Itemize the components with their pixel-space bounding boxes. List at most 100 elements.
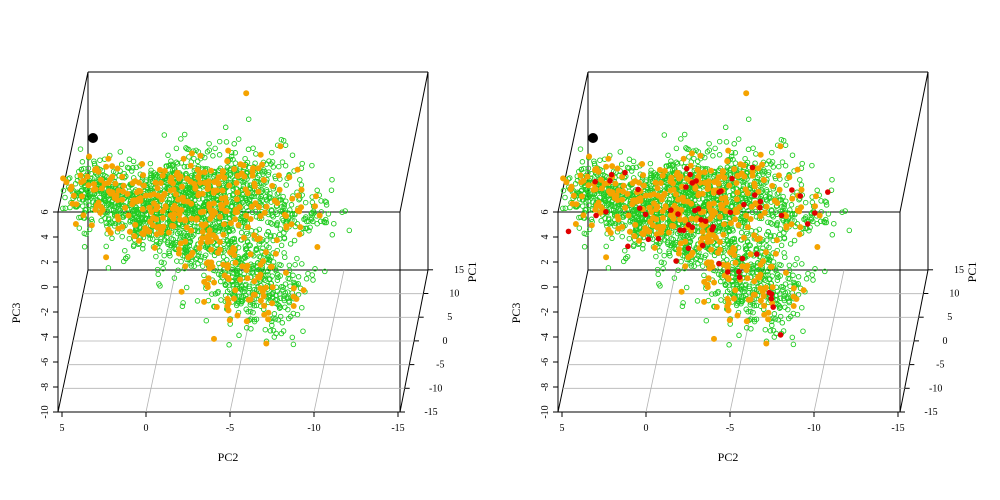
frame-right-diagonal: [399, 71, 429, 213]
data-point: [195, 260, 201, 267]
data-point: [243, 212, 250, 219]
data-point: [615, 225, 622, 232]
data-point: [747, 296, 754, 303]
data-point: [709, 263, 716, 270]
data-point: [761, 209, 768, 216]
data-point: [674, 169, 681, 176]
data-point: [675, 250, 682, 257]
data-point: [759, 161, 766, 168]
data-point: [72, 221, 79, 227]
data-point: [744, 224, 751, 231]
data-point: [698, 217, 704, 223]
data-point: [84, 187, 90, 194]
x-tick-label: 0: [144, 423, 149, 434]
data-point: [289, 334, 296, 341]
data-point: [678, 207, 685, 213]
data-point: [630, 243, 637, 250]
data-point: [256, 253, 263, 260]
data-point: [274, 211, 280, 218]
data-point: [665, 152, 671, 159]
data-point: [86, 202, 92, 208]
data-point: [152, 174, 159, 180]
data-point: [666, 229, 672, 236]
data-point: [769, 322, 775, 329]
data-point: [736, 274, 743, 281]
data-point: [102, 198, 109, 204]
data-point: [566, 175, 573, 181]
data-point: [684, 210, 691, 217]
data-point: [275, 172, 282, 179]
data-point: [183, 224, 190, 231]
data-point: [130, 243, 137, 250]
data-point: [81, 244, 88, 250]
data-point: [85, 182, 92, 189]
data-point: [180, 155, 187, 162]
data-point: [761, 302, 768, 309]
data-point: [151, 244, 158, 251]
data-point: [768, 295, 775, 302]
data-point: [729, 203, 735, 210]
data-point: [560, 205, 566, 212]
data-point: [772, 250, 779, 257]
data-point: [685, 222, 692, 228]
data-point: [797, 224, 804, 231]
data-point: [685, 193, 692, 199]
data-point: [132, 221, 139, 228]
data-point: [741, 201, 747, 208]
data-point: [809, 162, 815, 169]
data-point: [298, 204, 305, 211]
data-point: [639, 161, 646, 167]
data-point: [162, 203, 169, 210]
data-point: [261, 209, 268, 216]
data-point: [670, 162, 676, 168]
data-point: [747, 216, 754, 222]
data-point: [114, 165, 121, 172]
data-point: [778, 212, 785, 219]
data-point: [603, 209, 609, 215]
data-point: [263, 340, 270, 347]
data-point: [291, 218, 298, 224]
data-point: [249, 209, 256, 216]
data-point: [159, 208, 166, 215]
data-point: [308, 217, 314, 223]
data-point: [153, 231, 160, 238]
data-point: [725, 307, 732, 314]
z-tick-label: -6: [40, 358, 51, 366]
data-point: [253, 247, 259, 254]
data-point: [749, 164, 756, 171]
data-point: [812, 203, 818, 210]
data-point: [733, 196, 740, 203]
data-point: [748, 203, 755, 210]
data-point: [760, 258, 767, 265]
data-point: [114, 213, 121, 220]
data-point: [244, 275, 251, 282]
data-point: [661, 132, 668, 138]
data-point: [585, 194, 591, 201]
data-point: [739, 195, 745, 201]
data-point: [77, 146, 84, 152]
data-point: [79, 159, 86, 165]
data-point: [98, 217, 104, 224]
data-point: [797, 177, 803, 183]
data-point: [782, 281, 789, 287]
data-point: [250, 309, 256, 316]
data-point: [225, 147, 232, 154]
data-point: [231, 141, 237, 147]
data-point: [565, 228, 572, 235]
z-tick-label: 6: [40, 210, 51, 215]
data-point: [238, 286, 244, 293]
data-point: [188, 200, 195, 207]
data-point: [709, 226, 715, 233]
data-point: [734, 312, 741, 319]
data-point: [286, 174, 293, 181]
data-point: [212, 220, 218, 227]
data-point: [179, 183, 185, 190]
data-point: [317, 218, 324, 225]
data-point: [663, 234, 670, 240]
data-point: [238, 229, 245, 236]
data-point: [239, 195, 245, 201]
data-point: [208, 246, 215, 253]
data-point: [136, 237, 142, 244]
data-point: [265, 219, 271, 225]
